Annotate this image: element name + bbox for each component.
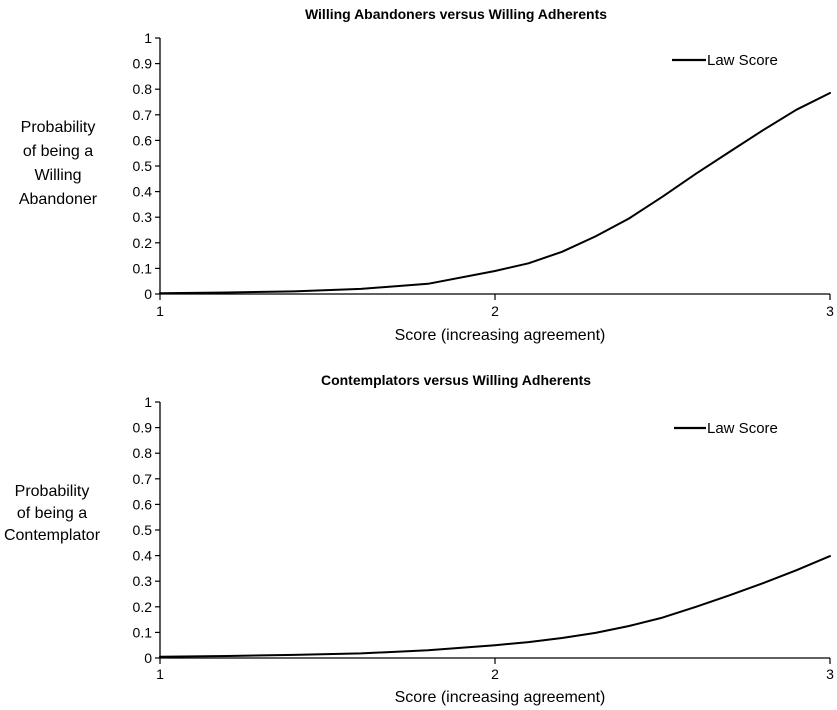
y-tick-label: 0.4 xyxy=(133,184,153,200)
y-tick-label: 0.8 xyxy=(133,445,153,461)
y-axis-label-line: Abandoner xyxy=(19,191,98,208)
chart-title: Contemplators versus Willing Adherents xyxy=(321,372,591,388)
y-tick-label: 0.4 xyxy=(133,548,153,564)
x-axis-label: Score (increasing agreement) xyxy=(395,327,606,344)
y-axis-label-line: Contemplator xyxy=(4,527,101,544)
y-tick-label: 0 xyxy=(144,650,152,666)
y-tick-label: 1 xyxy=(144,30,152,46)
y-tick-label: 0.3 xyxy=(133,209,153,225)
y-tick-label: 0.8 xyxy=(133,81,153,97)
x-tick-label: 2 xyxy=(491,666,499,682)
y-tick-label: 0.5 xyxy=(133,158,153,174)
chart-title: Willing Abandoners versus Willing Adhere… xyxy=(305,6,607,22)
x-tick-label: 3 xyxy=(826,666,834,682)
y-axis-label-line: Probability xyxy=(15,483,90,500)
y-tick-label: 0.9 xyxy=(133,420,153,436)
series-line-law-score xyxy=(159,92,831,295)
y-axis-label-line: of being a xyxy=(17,505,87,522)
legend-label: Law Score xyxy=(707,52,778,69)
y-tick-label: 0.3 xyxy=(133,573,153,589)
x-tick-label: 3 xyxy=(826,303,834,319)
chart-panel-1: Willing Abandoners versus Willing Adhere… xyxy=(19,6,834,344)
x-tick-label: 1 xyxy=(156,303,164,319)
y-axis-label-line: of being a xyxy=(23,143,93,160)
y-tick-label: 0.1 xyxy=(133,624,153,640)
y-tick-label: 0.9 xyxy=(133,56,153,72)
y-axis-label-line: Probability xyxy=(21,119,96,136)
x-tick-label: 1 xyxy=(156,666,164,682)
chart-panel-2: Contemplators versus Willing Adherents 0 0… xyxy=(4,372,834,706)
y-tick-label: 1 xyxy=(144,394,152,410)
legend-label: Law Score xyxy=(707,420,778,437)
x-axis-label: Score (increasing agreement) xyxy=(395,689,606,706)
y-tick-label: 0.2 xyxy=(133,235,153,251)
y-tick-label: 0.1 xyxy=(133,260,153,276)
x-tick-label: 2 xyxy=(491,303,499,319)
y-tick-label: 0.2 xyxy=(133,599,153,615)
y-tick-label: 0.5 xyxy=(133,522,153,538)
series-line-law-score xyxy=(159,555,831,658)
y-tick-label: 0.6 xyxy=(133,132,153,148)
y-tick-label: 0.7 xyxy=(133,471,153,487)
y-tick-label: 0 xyxy=(144,286,152,302)
y-axis-label-line: Willing xyxy=(34,167,81,184)
y-tick-label: 0.6 xyxy=(133,496,153,512)
y-tick-label: 0.7 xyxy=(133,107,153,123)
